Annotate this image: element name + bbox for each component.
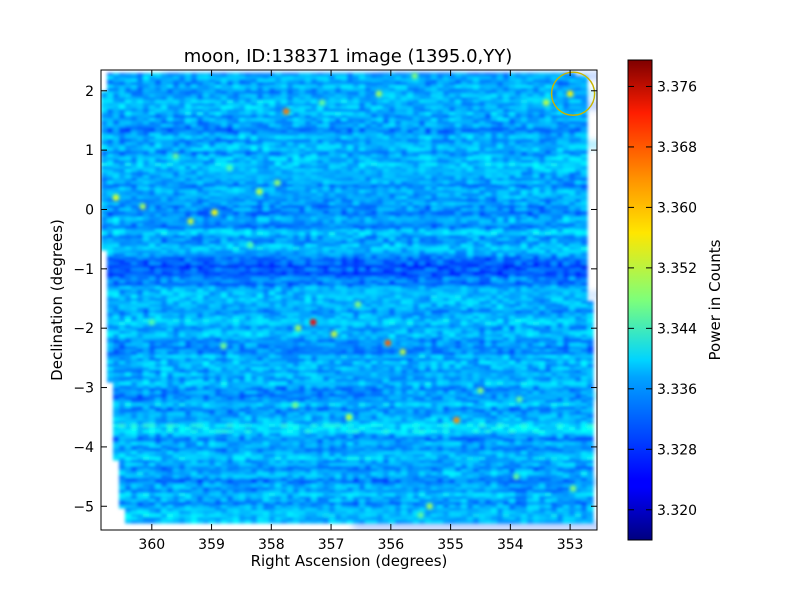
colorbar-axis: 3.376 3.368 3.360 3.352 3.344 3.336 3.328 3.320: [628, 79, 697, 519]
source-point: [330, 330, 338, 338]
source-point: [399, 348, 406, 356]
colorbar-tick-label: 3.368: [657, 140, 697, 156]
x-axis-label: Right Ascension (degrees): [251, 552, 448, 570]
x-tick-label: 358: [258, 537, 285, 553]
x-tick-label: 355: [437, 537, 464, 553]
x-tick-label: 353: [557, 537, 584, 553]
source-point: [247, 241, 254, 249]
source-point: [283, 108, 290, 115]
y-axis: 2 1 0 −1 −2 −3 −4 −5: [73, 84, 597, 515]
source-point: [309, 319, 317, 326]
colorbar-label: Power in Counts: [706, 239, 724, 360]
y-tick-label: −3: [73, 381, 94, 397]
highlight-circle: [550, 71, 596, 116]
colorbar-tick-label: 3.336: [657, 382, 697, 398]
colorbar-tick-label: 3.320: [657, 503, 697, 519]
source-point: [566, 90, 574, 97]
source-point: [292, 402, 299, 409]
colorbar-tick-label: 3.328: [657, 442, 697, 458]
source-point: [516, 396, 523, 403]
y-tick-label: −4: [73, 440, 94, 456]
colorbar-tick-label: 3.376: [657, 79, 697, 95]
source-point: [354, 301, 362, 308]
source-point: [112, 194, 120, 201]
source-point: [384, 339, 392, 347]
y-tick-label: −1: [73, 262, 94, 278]
source-point: [295, 324, 302, 332]
x-tick-label: 354: [497, 537, 524, 553]
source-point: [139, 203, 147, 210]
source-point: [220, 342, 227, 350]
y-tick-label: −2: [73, 321, 94, 337]
source-point: [211, 209, 218, 216]
source-point: [417, 511, 424, 519]
source-point: [172, 152, 179, 160]
y-tick-label: −5: [73, 499, 94, 515]
source-point: [226, 164, 233, 172]
source-point: [148, 319, 155, 326]
source-point: [426, 503, 433, 510]
source-point: [187, 218, 194, 225]
colorbar-tick-label: 3.344: [657, 321, 697, 337]
x-axis: 360 359 358 357 356 355 354 353: [138, 70, 583, 553]
x-tick-label: 357: [318, 537, 345, 553]
source-point: [256, 188, 263, 195]
colorbar: [627, 59, 653, 541]
heatmap-image: [101, 72, 597, 529]
colorbar-tick-label: 3.352: [657, 261, 697, 277]
source-point: [345, 414, 353, 421]
source-point: [477, 387, 484, 394]
x-tick-label: 360: [138, 537, 165, 553]
colorbar-tick-label: 3.360: [657, 200, 697, 216]
y-tick-label: 1: [85, 143, 94, 159]
x-tick-label: 359: [198, 537, 225, 553]
chart-title: moon, ID:138371 image (1395.0,YY): [184, 46, 513, 67]
source-point: [453, 416, 460, 424]
y-tick-label: 0: [85, 202, 94, 218]
source-point: [543, 99, 550, 106]
source-point: [569, 485, 577, 492]
y-tick-label: 2: [85, 84, 94, 100]
source-point: [411, 72, 418, 80]
source-point: [274, 179, 281, 186]
source-point: [375, 90, 383, 97]
y-axis-label: Declination (degrees): [48, 219, 66, 381]
x-tick-label: 356: [377, 537, 404, 553]
source-point: [513, 473, 520, 480]
plot-frame: [100, 69, 598, 531]
source-point: [318, 99, 326, 106]
